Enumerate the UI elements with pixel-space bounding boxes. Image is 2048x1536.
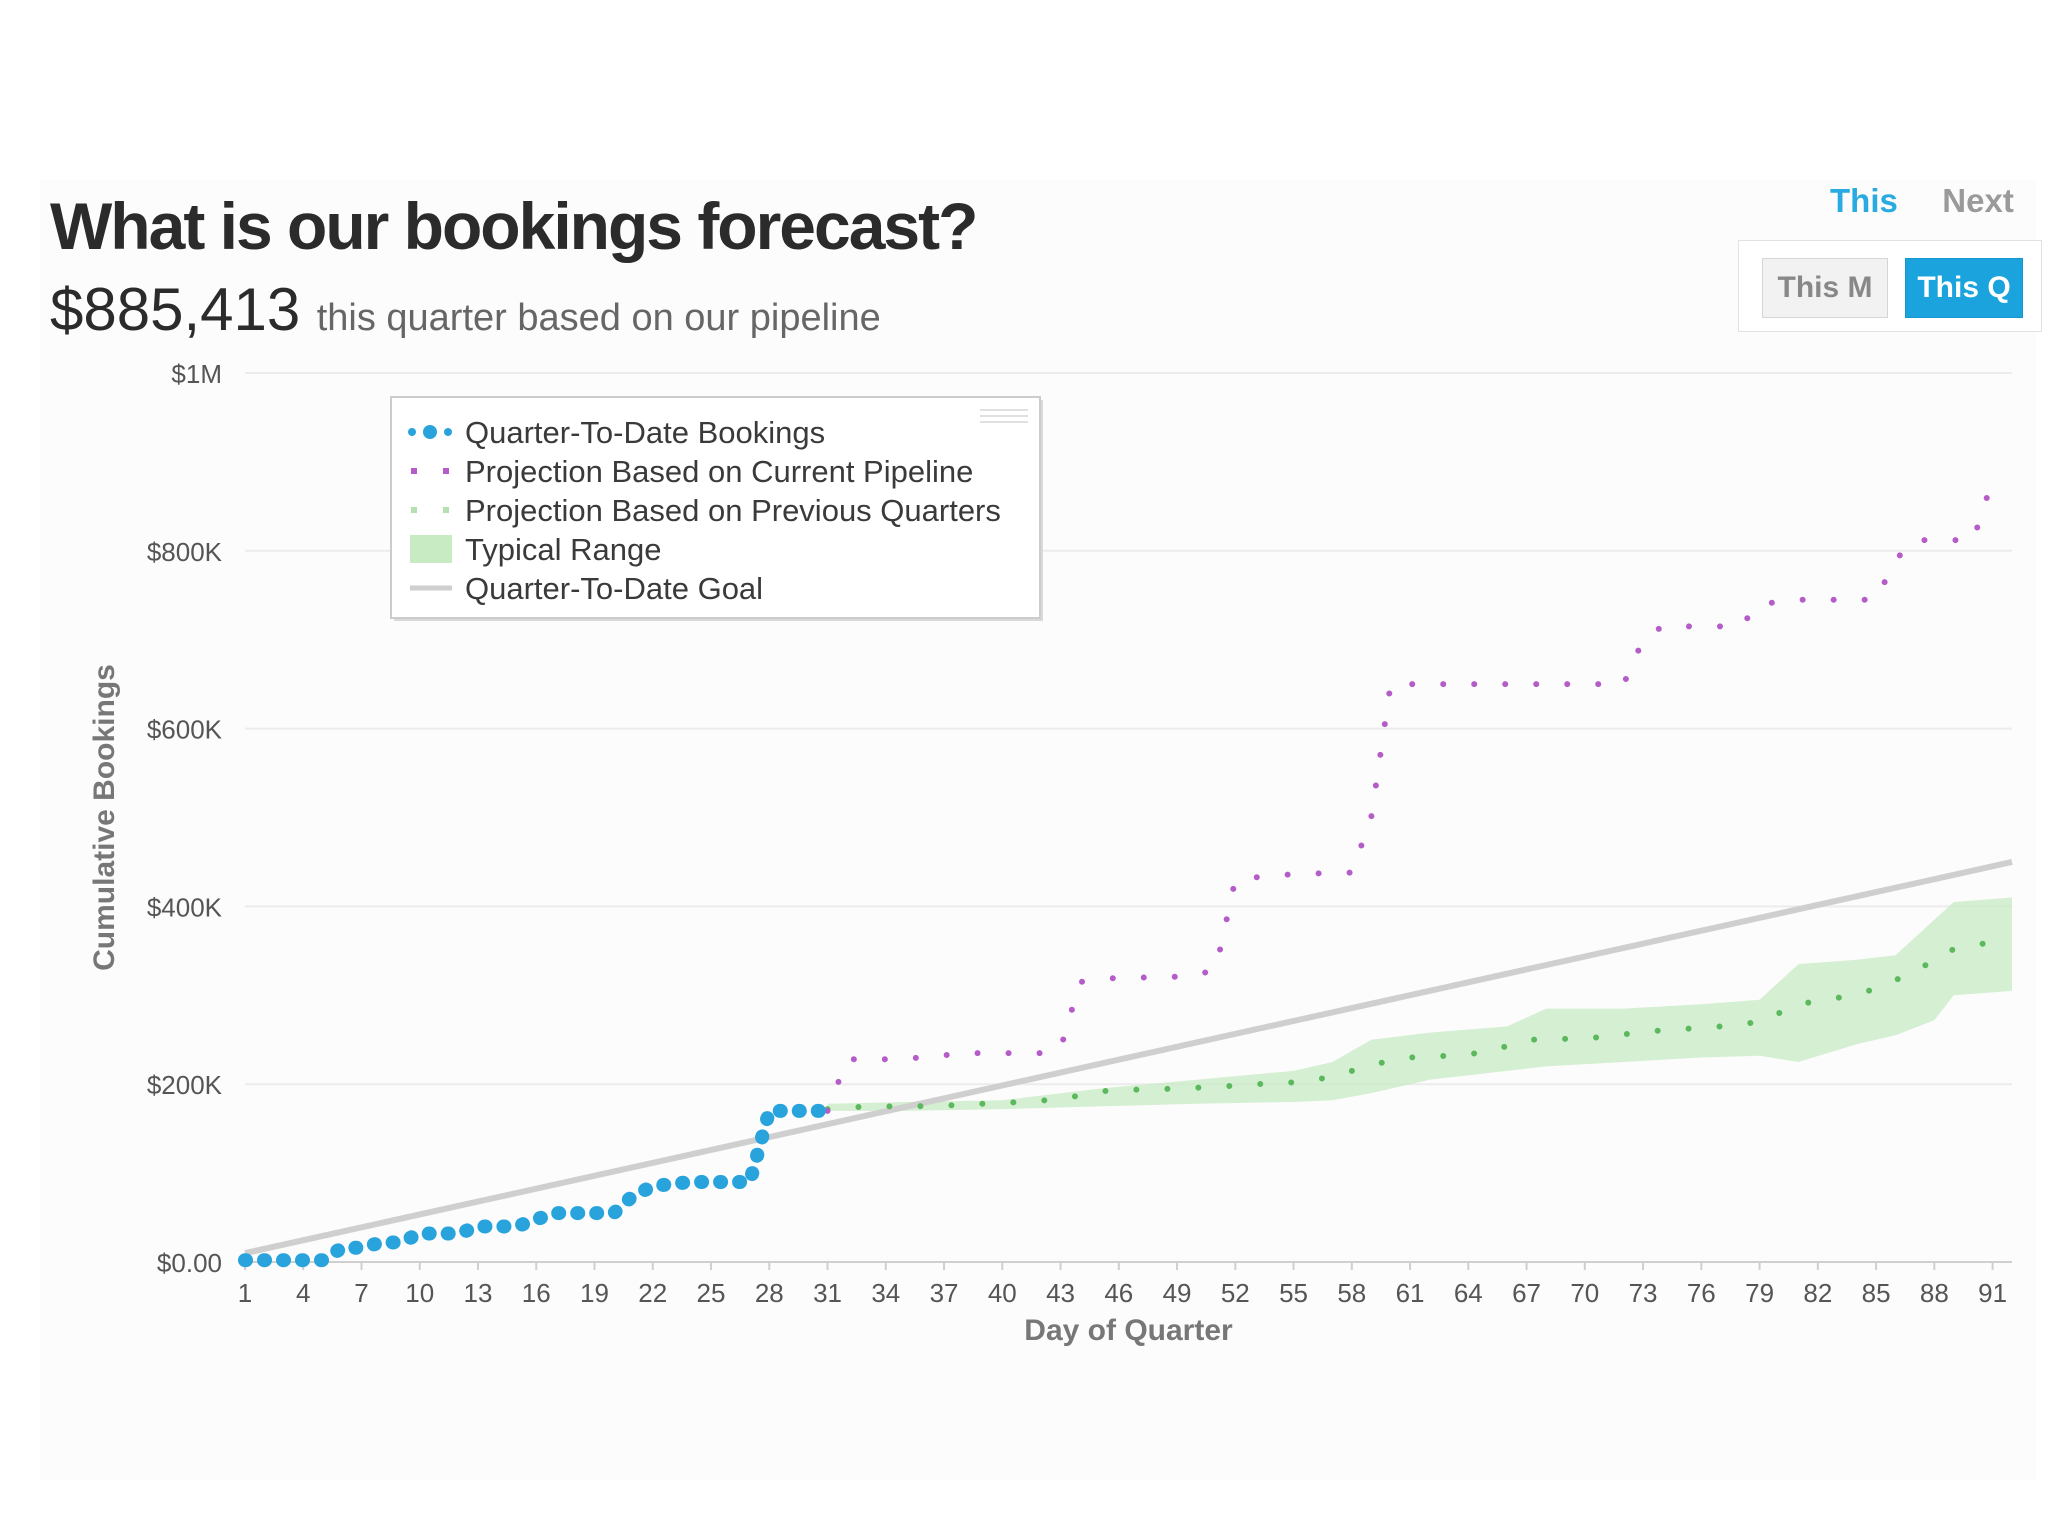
x-tick-label: 82 [1803,1278,1832,1308]
legend-previous-symbol [411,507,417,513]
x-tick-label: 22 [638,1278,667,1308]
x-tick-label: 52 [1221,1278,1250,1308]
x-tick-label: 85 [1862,1278,1891,1308]
x-tick-label: 61 [1396,1278,1425,1308]
legend-label: Projection Based on Current Pipeline [465,454,973,489]
legend-qtd-symbol [408,428,416,436]
legend-qtd-symbol [423,425,437,439]
typical-range-band [827,897,2012,1111]
x-axis-title: Day of Quarter [1024,1314,1233,1347]
this-quarter-button[interactable]: This Q [1905,258,2023,318]
pipeline-projection-line [824,476,1996,1114]
x-tick-label: 28 [755,1278,784,1308]
x-tick-label: 55 [1279,1278,1308,1308]
legend-box [390,396,1041,619]
x-tick-label: 13 [464,1278,493,1308]
this-month-button[interactable]: This M [1762,258,1888,318]
x-tick-label: 67 [1512,1278,1541,1308]
x-tick-label: 10 [405,1278,434,1308]
legend-previous-symbol [443,507,449,513]
x-tick-label: 7 [354,1278,368,1308]
x-tick-label: 1 [238,1278,252,1308]
forecast-caption: this quarter based on our pipeline [316,297,881,339]
x-tick-label: 79 [1745,1278,1774,1308]
x-tick-label: 43 [1046,1278,1075,1308]
page-title: What is our bookings forecast? [50,189,978,263]
x-tick-label: 58 [1337,1278,1366,1308]
x-tick-label: 91 [1978,1278,2007,1308]
y-tick-label: $600K [147,715,223,745]
x-tick-label: 40 [988,1278,1017,1308]
forecast-amount: $885,413 [50,276,301,343]
x-tick-label: 16 [522,1278,551,1308]
x-tick-label: 4 [296,1278,310,1308]
y-tick-label: $800K [147,537,223,567]
x-tick-label: 31 [813,1278,842,1308]
x-tick-label: 73 [1629,1278,1658,1308]
x-tick-label: 49 [1163,1278,1192,1308]
x-tick-label: 46 [1104,1278,1133,1308]
x-tick-label: 70 [1570,1278,1599,1308]
x-tick-label: 88 [1920,1278,1949,1308]
x-tick-label: 25 [697,1278,726,1308]
period-this-link[interactable]: This [1830,182,1898,219]
x-tick-label: 64 [1454,1278,1483,1308]
legend-pipeline-symbol [443,468,449,474]
legend-label: Quarter-To-Date Goal [465,571,763,606]
y-tick-label: $400K [147,892,223,922]
y-tick-label: $0.00 [157,1248,222,1278]
y-tick-label: $200K [147,1070,223,1100]
y-axis-title: Cumulative Bookings [88,664,121,971]
legend-pipeline-symbol [411,468,417,474]
legend-qtd-symbol [444,428,452,436]
period-toggle: This Next [1830,182,2048,220]
legend-label: Projection Based on Previous Quarters [465,493,1001,528]
forecast-summary: $885,413 this quarter based on our pipel… [50,275,881,344]
period-next-link[interactable]: Next [1942,182,2014,219]
x-tick-label: 19 [580,1278,609,1308]
legend-range-symbol [410,535,452,563]
y-tick-label: $1M [171,359,222,389]
x-tick-label: 37 [930,1278,959,1308]
goal-line [244,859,2013,1257]
x-tick-label: 34 [871,1278,900,1308]
legend-label: Quarter-To-Date Bookings [465,415,825,450]
legend-label: Typical Range [465,532,661,567]
previous-quarters-projection-line [824,938,1996,1113]
qtd-bookings-line [238,1103,835,1268]
x-tick-label: 76 [1687,1278,1716,1308]
